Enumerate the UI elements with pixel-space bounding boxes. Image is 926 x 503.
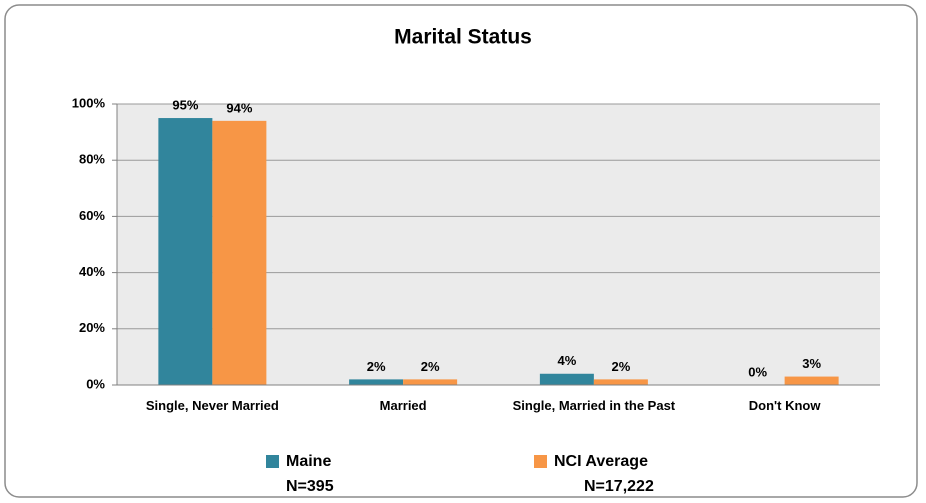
legend-n: N=395 [286, 478, 334, 495]
value-label: 3% [802, 356, 821, 371]
y-tick-label: 20% [79, 320, 105, 335]
x-tick-label: Single, Never Married [145, 398, 279, 413]
legend-label: NCI Average [554, 453, 648, 470]
value-label: 94% [226, 100, 252, 115]
legend-label: Maine [286, 453, 331, 470]
chart-title: Marital Status [394, 26, 532, 49]
x-tick-label: Married [379, 398, 427, 413]
y-tick-label: 100% [72, 95, 106, 110]
y-tick-label: 80% [79, 152, 105, 167]
bar [349, 379, 404, 385]
legend-swatch [534, 455, 547, 468]
legend-swatch [266, 455, 279, 468]
y-tick-label: 0% [86, 376, 105, 391]
bar [403, 379, 458, 385]
value-label: 4% [557, 353, 576, 368]
bar [158, 118, 213, 386]
legend-n: N=17,222 [584, 478, 654, 495]
value-label: 95% [172, 97, 198, 112]
bar [539, 373, 594, 385]
value-label: 2% [421, 359, 440, 374]
value-label: 2% [367, 359, 386, 374]
y-tick-label: 40% [79, 264, 105, 279]
bar [212, 120, 267, 386]
value-label: 2% [611, 359, 630, 374]
bar [784, 376, 839, 385]
y-tick-label: 60% [79, 208, 105, 223]
x-tick-label: Single, Married in the Past [512, 398, 676, 413]
x-tick-label: Don't Know [748, 398, 821, 413]
value-label: 0% [748, 364, 767, 379]
bar [593, 379, 648, 385]
